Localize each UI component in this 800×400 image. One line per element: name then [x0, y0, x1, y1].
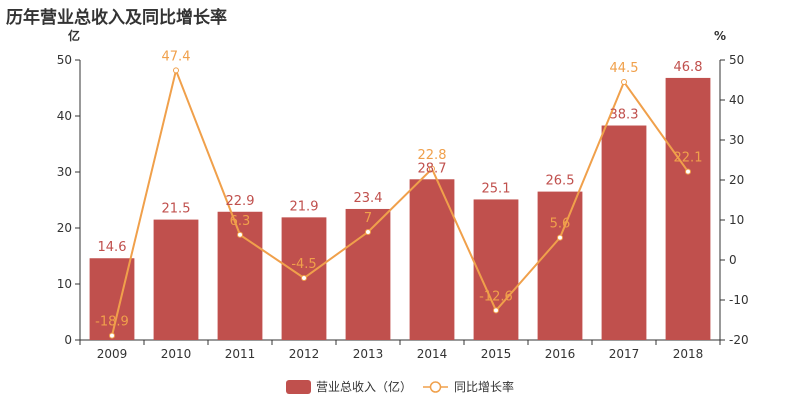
bar-value-label: 21.9: [290, 199, 319, 214]
legend-bar-swatch: [286, 380, 311, 394]
bar: [537, 191, 583, 340]
right-tick-label: 30: [729, 133, 744, 147]
right-tick-label: 50: [729, 53, 744, 67]
bar-value-label: 38.3: [610, 108, 639, 123]
x-tick-label: 2013: [353, 347, 384, 361]
x-tick-label: 2010: [161, 347, 192, 361]
x-tick-label: 2011: [225, 347, 256, 361]
growth-value-label: -12.6: [479, 289, 513, 304]
labels-layer: 14.6 21.5 22.9 21.9 23.4 28.7 25.1 26.5 38.3 46.8…: [95, 49, 702, 329]
growth-value-label: -4.5: [291, 257, 316, 272]
growth-point: [301, 275, 307, 281]
bar: [153, 219, 199, 340]
bar-value-label: 26.5: [546, 174, 575, 189]
right-tick-label: 10: [729, 213, 744, 227]
bar-value-label: 22.9: [226, 194, 255, 209]
legend-line-label: 同比增长率: [454, 379, 514, 394]
left-tick-label: 20: [57, 221, 72, 235]
right-tick-label: -20: [729, 333, 749, 347]
legend-bar-label: 营业总收入（亿）: [316, 379, 412, 394]
x-tick-label: 2018: [673, 347, 704, 361]
bar: [345, 208, 391, 340]
left-tick-label: 0: [64, 333, 72, 347]
growth-value-label: 22.1: [674, 151, 703, 166]
right-tick-label: 0: [729, 253, 737, 267]
growth-value-label: 7: [364, 211, 372, 226]
x-tick-label: 2014: [417, 347, 448, 361]
growth-point: [237, 231, 243, 238]
legend[interactable]: 营业总收入（亿） 同比增长率: [286, 379, 514, 394]
left-tick-label: 40: [57, 109, 72, 123]
bar: [473, 199, 519, 340]
x-tick-label: 2016: [545, 347, 576, 361]
growth-point: [621, 79, 627, 85]
bar-value-label: 28.7: [418, 161, 447, 176]
left-tick-label: 10: [57, 277, 72, 291]
line-layer: [109, 67, 691, 339]
bar-value-label: 25.1: [482, 181, 511, 196]
bar: [601, 125, 647, 341]
left-tick-label: 30: [57, 165, 72, 179]
bar-value-label: 21.5: [162, 202, 191, 217]
bar: [217, 211, 263, 340]
left-tick-label: 50: [57, 53, 72, 67]
bar-value-label: 14.6: [98, 240, 127, 255]
chart-title: 历年营业总收入及同比增长率: [6, 8, 227, 28]
growth-point: [429, 165, 435, 172]
x-tick-label: 2009: [97, 347, 128, 361]
right-tick-label: 40: [729, 93, 744, 107]
growth-point: [685, 168, 691, 175]
bar-value-label: 46.8: [674, 60, 703, 75]
right-tick-label: 20: [729, 173, 744, 187]
right-tick-label: -10: [729, 293, 749, 307]
growth-point: [365, 229, 371, 235]
growth-point: [557, 234, 563, 241]
left-axis-unit: 亿: [68, 28, 80, 43]
growth-point: [109, 332, 115, 339]
growth-point: [173, 67, 179, 74]
growth-point: [493, 307, 499, 314]
growth-line: [111, 67, 689, 336]
right-axis-unit: %: [714, 29, 726, 43]
bar: [665, 77, 711, 341]
bar-value-label: 23.4: [354, 191, 383, 206]
growth-value-label: 44.5: [610, 61, 639, 76]
x-tick-label: 2015: [481, 347, 512, 361]
growth-value-label: -18.9: [95, 315, 129, 330]
growth-value-label: 47.4: [162, 49, 191, 64]
legend-line-marker: [429, 381, 442, 393]
bar: [409, 179, 455, 340]
growth-value-label: 5.6: [550, 217, 571, 232]
growth-value-label: 22.8: [418, 148, 447, 163]
growth-value-label: 6.3: [230, 214, 251, 229]
x-tick-label: 2017: [609, 347, 640, 361]
x-tick-label: 2012: [289, 347, 320, 361]
